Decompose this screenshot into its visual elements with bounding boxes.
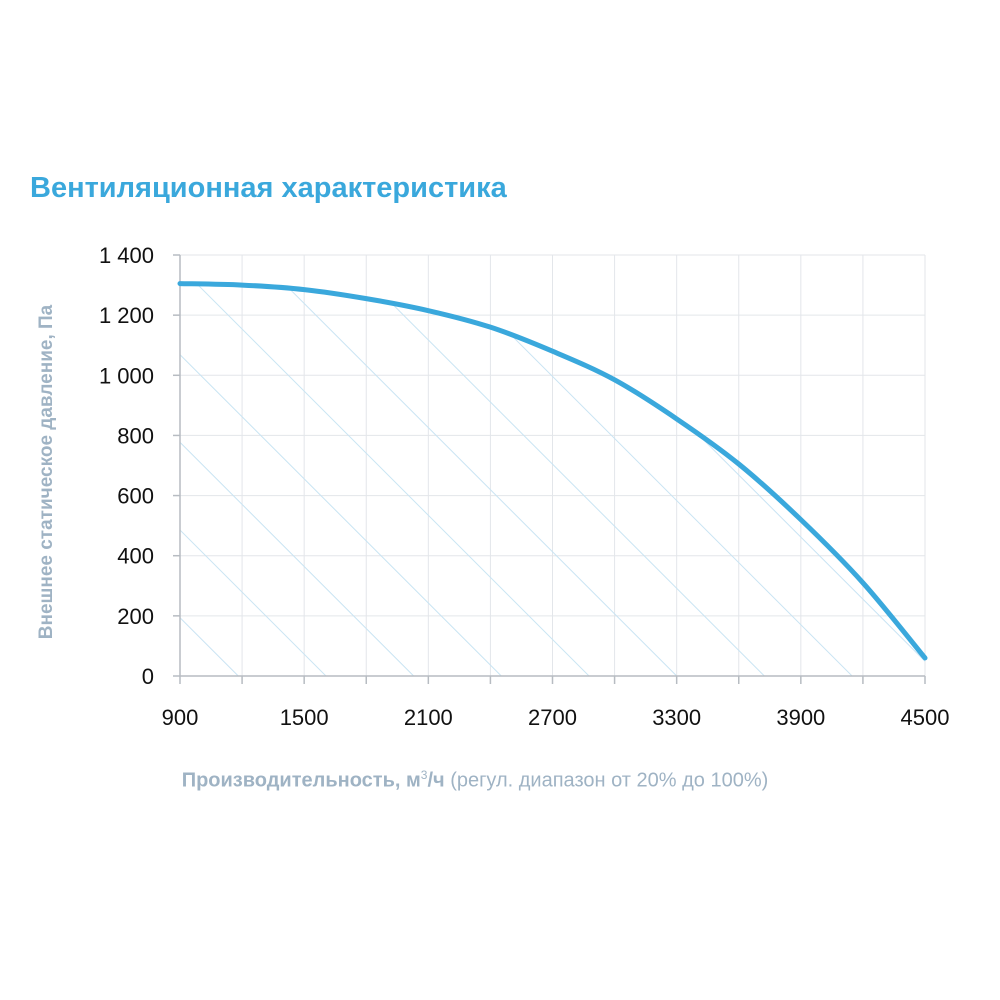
x-tick-label: 2100 (404, 705, 453, 730)
y-tick-labels: 0 200 400 600 800 1 000 1 200 1 400 (99, 243, 154, 689)
x-axis-label: Производительность, м3/ч (регул. диапазо… (0, 768, 950, 793)
y-axis-label: Внешнее статическое давление, Па (36, 304, 57, 639)
chart-title: Вентиляционная характеристика (30, 172, 507, 204)
y-tick-label: 1 200 (99, 303, 154, 328)
y-tick-label: 1 400 (99, 243, 154, 268)
x-tick-label: 4500 (901, 705, 950, 730)
y-tick-label: 0 (142, 664, 154, 689)
y-tick-label: 400 (117, 544, 154, 569)
x-axis-label-main: Производительность, м (181, 769, 421, 792)
y-tick-label: 600 (117, 484, 154, 509)
y-tick-label: 800 (117, 423, 154, 448)
y-tick-label: 200 (117, 604, 154, 629)
x-axis-label-note: (регул. диапазон от 20% до 100%) (450, 769, 769, 792)
x-axis-label-sup: 3 (420, 768, 428, 782)
axes (173, 254, 926, 684)
x-tick-label: 3900 (776, 705, 825, 730)
x-tick-labels: 900 1500 2100 2700 3300 3900 4500 (162, 705, 950, 730)
x-axis-label-unit: /ч (427, 769, 445, 792)
series-line (177, 281, 928, 661)
y-tick-label: 1 000 (99, 363, 154, 388)
x-tick-label: 1500 (280, 705, 329, 730)
x-tick-label: 2700 (528, 705, 577, 730)
hatched-area (180, 283, 925, 676)
x-tick-label: 900 (162, 705, 199, 730)
x-tick-label: 3300 (652, 705, 701, 730)
